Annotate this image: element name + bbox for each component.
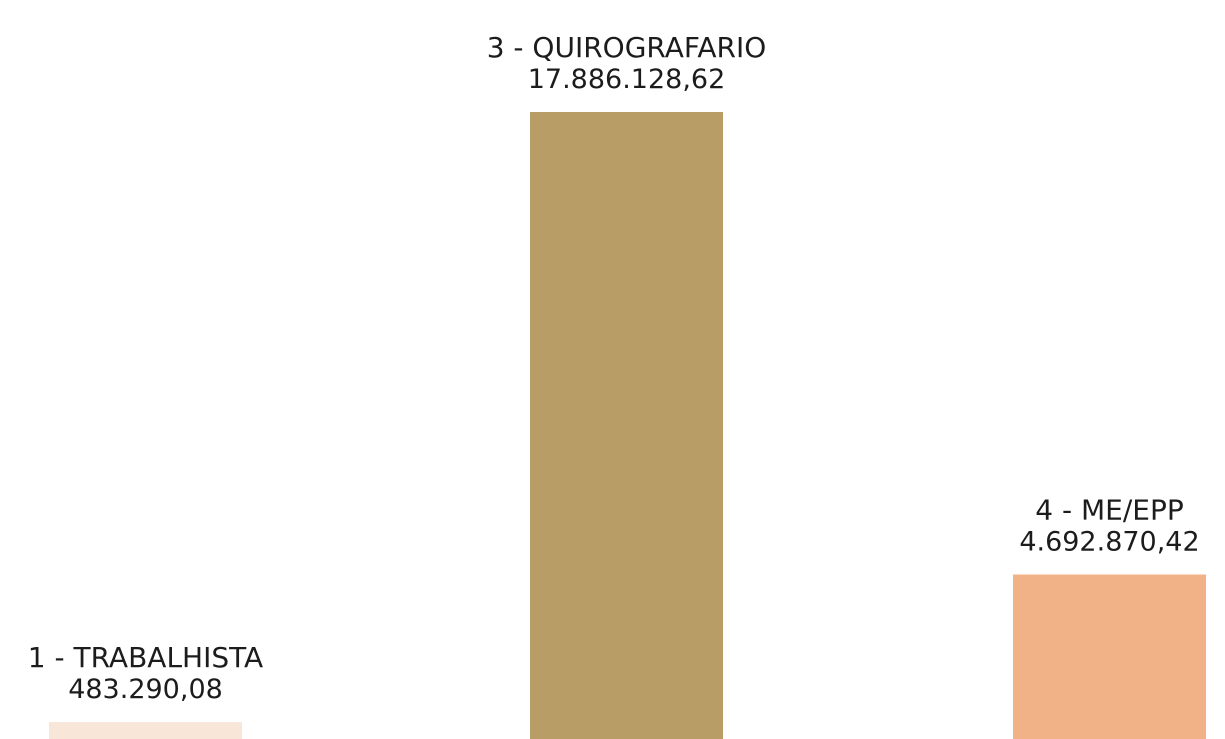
bar-3 — [1013, 574, 1206, 739]
category-label-3: 4 - ME/EPP — [1035, 493, 1183, 526]
bar-2 — [530, 112, 723, 739]
bars-group — [49, 112, 1206, 739]
category-label-1: 1 - TRABALHISTA — [28, 641, 263, 674]
value-label-3: 4.692.870,42 — [1019, 526, 1199, 557]
category-label-2: 3 - QUIROGRAFARIO — [487, 31, 767, 64]
bar-1 — [49, 722, 242, 739]
value-label-2: 17.886.128,62 — [528, 64, 726, 95]
value-label-1: 483.290,08 — [68, 674, 223, 705]
